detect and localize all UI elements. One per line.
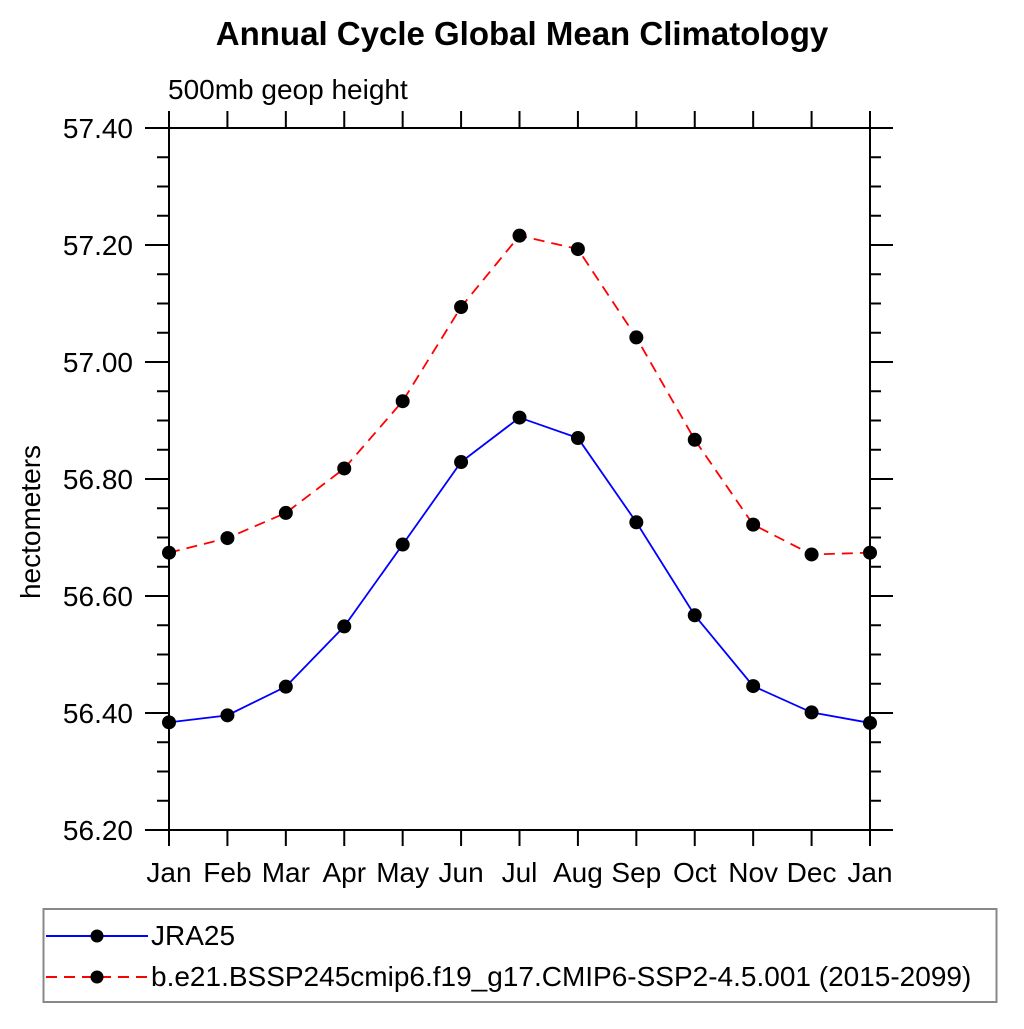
legend: JRA25 b.e21.BSSP245cmip6.f19_g17.CMIP6-S…: [42, 908, 998, 1003]
data-point-marker: [220, 708, 235, 723]
data-point-marker: [220, 531, 235, 546]
x-tick-label: Sep: [611, 857, 661, 888]
data-point-marker: [687, 432, 702, 447]
y-tick-label: 57.00: [63, 347, 133, 378]
data-point-marker: [162, 545, 176, 560]
x-tick-label: Jan: [847, 857, 892, 888]
data-point-marker: [629, 515, 644, 530]
data-point-marker: [278, 505, 293, 520]
series-line: [168, 234, 871, 556]
data-point-marker: [863, 715, 877, 730]
data-point-marker: [570, 431, 585, 446]
x-tick-label: Aug: [553, 857, 603, 888]
y-axis-title: hectometers: [15, 445, 46, 599]
data-point-marker: [746, 517, 761, 532]
data-point-marker: [570, 242, 585, 257]
x-tick-label: Dec: [787, 857, 837, 888]
data-point-marker: [629, 330, 644, 345]
chart-subtitle: 500mb geop height: [168, 74, 408, 105]
x-tick-label: May: [376, 857, 429, 888]
data-point-marker: [337, 461, 352, 476]
data-point-marker: [278, 679, 293, 694]
data-point-marker: [162, 715, 176, 730]
plot-series: [162, 228, 877, 730]
plot-axes: Jan Feb Mar Apr May Jun Jul Aug Sep Oct Nov Dec Jan 5…: [63, 111, 893, 888]
y-tick-label: 56.20: [63, 815, 133, 846]
chart-title: Annual Cycle Global Mean Climatology: [216, 15, 829, 52]
legend-label-model: b.e21.BSSP245cmip6.f19_g17.CMIP6-SSP2-4.…: [151, 961, 971, 992]
x-tick-label: Apr: [322, 857, 366, 888]
y-tick-label: 57.20: [63, 230, 133, 261]
data-point-marker: [337, 619, 352, 634]
legend-box: [42, 908, 998, 1003]
data-point-marker: [454, 455, 469, 470]
x-tick-label: Feb: [203, 857, 251, 888]
y-tick-label: 56.80: [63, 464, 133, 495]
legend-label-jra25: JRA25: [151, 920, 235, 951]
data-point-marker: [512, 410, 527, 425]
data-point-marker: [687, 608, 702, 623]
x-tick-label: Mar: [262, 857, 310, 888]
y-tick-label: 56.60: [63, 581, 133, 612]
data-point-marker: [804, 547, 819, 562]
y-tick-label: 57.40: [63, 113, 133, 144]
x-tick-label: Oct: [673, 857, 717, 888]
x-tick-label: Jul: [502, 857, 538, 888]
data-point-marker: [395, 537, 410, 552]
legend-marker-icon: [90, 970, 104, 984]
x-tick-label: Jun: [439, 857, 484, 888]
data-point-marker: [863, 545, 877, 560]
data-point-marker: [804, 705, 819, 720]
series-line: [168, 416, 871, 724]
legend-marker-icon: [90, 929, 104, 943]
data-point-marker: [746, 679, 761, 694]
data-point-marker: [395, 394, 410, 409]
data-point-marker: [454, 300, 469, 315]
x-tick-label: Nov: [728, 857, 778, 888]
data-point-marker: [512, 228, 527, 243]
x-tick-label: Jan: [146, 857, 191, 888]
y-tick-label: 56.40: [63, 698, 133, 729]
